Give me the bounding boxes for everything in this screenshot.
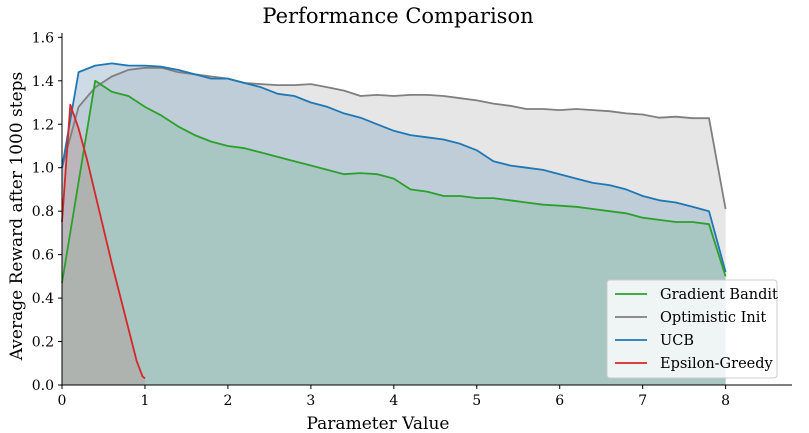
line-gradient-bandit bbox=[61, 79, 727, 284]
y-tick-label: 1.4 bbox=[32, 74, 54, 90]
area-ucb bbox=[62, 63, 726, 386]
legend-label-optimistic-init: Optimistic Init bbox=[660, 310, 766, 326]
legend-label-gradient-bandit: Gradient Bandit bbox=[660, 287, 778, 303]
x-tick-label: 4 bbox=[389, 393, 398, 409]
y-tick-label: 0.8 bbox=[32, 204, 54, 220]
x-tick-label: 6 bbox=[555, 393, 564, 409]
x-tick-label: 2 bbox=[223, 393, 232, 409]
line-epsilon-greedy bbox=[61, 103, 146, 380]
x-tick-label: 3 bbox=[306, 393, 315, 409]
line-ucb bbox=[61, 62, 727, 273]
x-tick-label: 1 bbox=[140, 393, 149, 409]
y-tick-label: 0.6 bbox=[32, 248, 54, 264]
legend-label-ucb: UCB bbox=[660, 333, 694, 349]
x-tick-label: 7 bbox=[638, 393, 647, 409]
y-tick-label: 0.0 bbox=[32, 378, 54, 394]
y-axis-label: Average Reward after 1000 steps bbox=[7, 72, 27, 362]
x-tick-label: 0 bbox=[58, 393, 67, 409]
x-axis-label: Parameter Value bbox=[307, 414, 450, 433]
legend: Gradient Bandit Optimistic Init UCB Epsilon… bbox=[606, 279, 778, 379]
x-tick-label: 8 bbox=[721, 393, 730, 409]
y-tick-label: 0.2 bbox=[32, 335, 54, 351]
line-optimistic-init bbox=[61, 66, 727, 210]
chart-title: Performance Comparison bbox=[262, 4, 533, 28]
series-lines bbox=[61, 62, 727, 380]
y-tick-label: 0.4 bbox=[32, 291, 54, 307]
area-optimistic-init bbox=[62, 67, 726, 386]
legend-label-epsilon-greedy: Epsilon-Greedy bbox=[660, 356, 774, 372]
y-ticks: 0.0 0.2 0.4 0.6 0.8 1.0 1.2 1.4 1.6 bbox=[32, 30, 62, 394]
y-tick-label: 1.6 bbox=[32, 30, 54, 46]
y-tick-label: 1.2 bbox=[32, 117, 54, 133]
x-tick-label: 5 bbox=[472, 393, 481, 409]
area-fills bbox=[62, 63, 726, 386]
axes bbox=[61, 33, 792, 386]
x-ticks: 0 1 2 3 4 5 6 7 8 bbox=[58, 385, 730, 409]
legend-frame bbox=[606, 279, 778, 379]
area-gradient-bandit bbox=[62, 80, 726, 386]
y-tick-label: 1.0 bbox=[32, 161, 54, 177]
